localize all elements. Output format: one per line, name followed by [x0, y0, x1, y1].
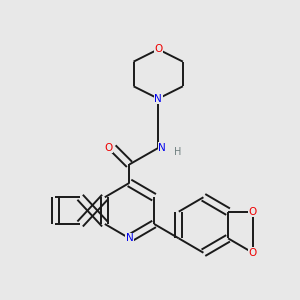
Text: O: O [154, 44, 162, 54]
Text: N: N [158, 143, 166, 153]
Text: O: O [104, 143, 112, 153]
Text: O: O [249, 207, 257, 217]
Text: H: H [174, 147, 182, 157]
Text: O: O [249, 248, 257, 258]
Text: N: N [126, 233, 133, 243]
Text: N: N [154, 94, 162, 103]
